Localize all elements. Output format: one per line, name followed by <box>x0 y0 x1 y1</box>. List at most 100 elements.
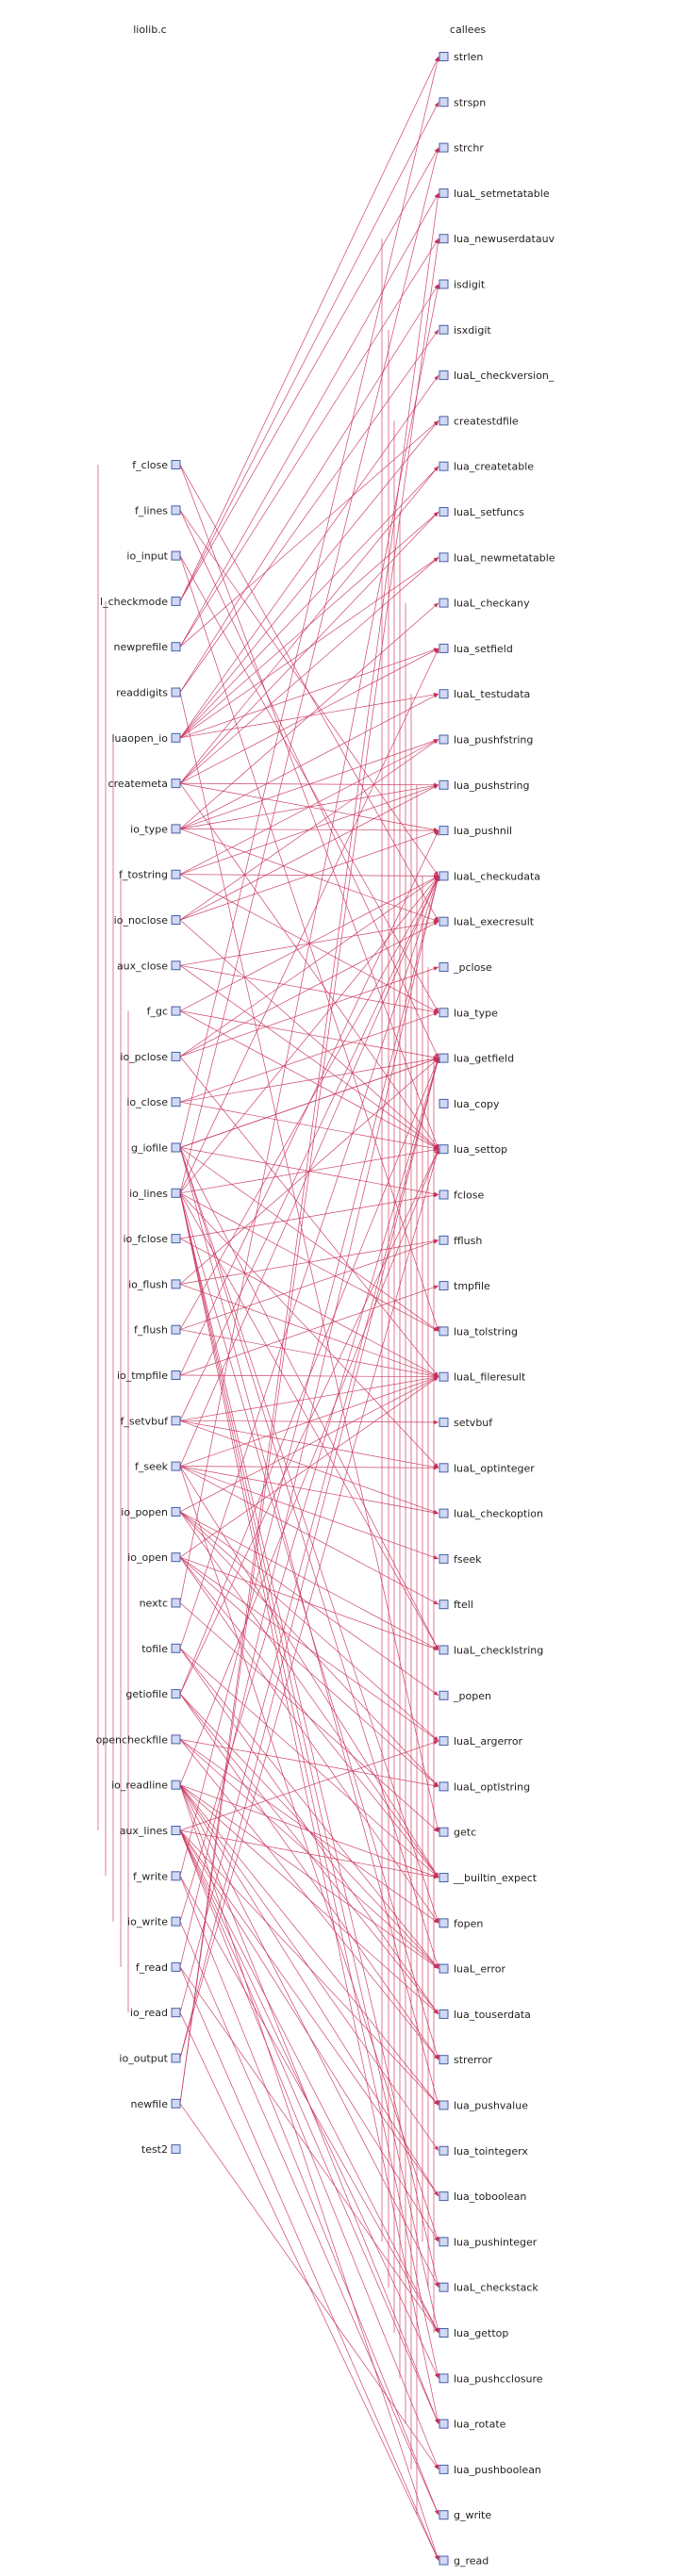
caller-node-box[interactable] <box>171 1188 181 1198</box>
caller-node-box[interactable] <box>171 869 181 879</box>
callee-node-lua-settop[interactable]: lua_settop <box>439 1143 507 1156</box>
callee-node-lual-checklstring[interactable]: luaL_checklstring <box>439 1645 543 1657</box>
caller-node-box[interactable] <box>171 1780 181 1790</box>
caller-node-box[interactable] <box>171 1279 181 1289</box>
caller-node-box[interactable] <box>171 505 181 516</box>
callee-node-box[interactable] <box>439 2055 449 2065</box>
caller-node-box[interactable] <box>171 2008 181 2018</box>
callee-node-box[interactable] <box>439 1553 449 1564</box>
callee-node-box[interactable] <box>439 871 449 881</box>
caller-node-aux-lines[interactable]: aux_lines <box>120 1825 181 1837</box>
caller-node-io-type[interactable]: io_type <box>130 823 181 835</box>
caller-node-box[interactable] <box>171 732 181 743</box>
callee-node-box[interactable] <box>439 2100 449 2110</box>
callee-node-box[interactable] <box>439 507 449 517</box>
callee-node-box[interactable] <box>439 734 449 745</box>
callee-node-box[interactable] <box>439 324 449 335</box>
callee-node-box[interactable] <box>439 142 449 153</box>
caller-node-io-open[interactable]: io_open <box>127 1551 181 1564</box>
caller-node-f-read[interactable]: f_read <box>136 1961 181 1974</box>
callee-node-strlen[interactable]: strlen <box>439 51 483 63</box>
callee-node-getc[interactable]: getc <box>439 1827 476 1839</box>
callee-node-lual-optlstring[interactable]: luaL_optlstring <box>439 1780 530 1793</box>
callee-node-box[interactable] <box>439 1690 449 1700</box>
callee-node-box[interactable] <box>439 1918 449 1928</box>
callee-node-lual-newmetatable[interactable]: luaL_newmetatable <box>439 551 555 564</box>
caller-node-box[interactable] <box>171 1097 181 1108</box>
callee-node-lual-checkoption[interactable]: luaL_checkoption <box>439 1508 543 1520</box>
caller-node-io-write[interactable]: io_write <box>127 1916 181 1928</box>
caller-node-luaopen-io[interactable]: luaopen_io <box>111 732 181 745</box>
caller-node-box[interactable] <box>171 1461 181 1471</box>
callee-node-strspn[interactable]: strspn <box>439 96 486 108</box>
caller-node-box[interactable] <box>171 1916 181 1927</box>
callee-node-box[interactable] <box>439 1600 449 1610</box>
callee-node-fopen[interactable]: fopen <box>439 1917 483 1929</box>
caller-node-box[interactable] <box>171 1734 181 1745</box>
callee-node-setvbuf[interactable]: setvbuf <box>439 1417 493 1429</box>
callee-node-lua-createtable[interactable]: lua_createtable <box>439 461 534 473</box>
callee-node-box[interactable] <box>439 2145 449 2156</box>
callee-node-box[interactable] <box>439 916 449 927</box>
callee-node-lua-copy[interactable]: lua_copy <box>439 1098 500 1110</box>
callee-node-fseek[interactable]: fseek <box>439 1553 482 1566</box>
callee-node-box[interactable] <box>439 1144 449 1155</box>
caller-node-box[interactable] <box>171 915 181 925</box>
caller-node-box[interactable] <box>171 460 181 469</box>
callee-node-strerror[interactable]: strerror <box>439 2054 492 2066</box>
caller-node-io-close[interactable]: io_close <box>126 1096 181 1108</box>
caller-node-box[interactable] <box>171 687 181 697</box>
caller-node-f-write[interactable]: f_write <box>133 1870 181 1882</box>
caller-node-aux-close[interactable]: aux_close <box>117 960 181 972</box>
callee-node-box[interactable] <box>439 643 449 653</box>
caller-node-box[interactable] <box>171 824 181 834</box>
callee-node-box[interactable] <box>439 2373 449 2384</box>
callee-node-fclose[interactable]: fclose <box>439 1190 484 1202</box>
caller-node-io-popen[interactable]: io_popen <box>121 1506 181 1518</box>
caller-node-f-gc[interactable]: f_gc <box>147 1006 181 1018</box>
callee-node-isdigit[interactable]: isdigit <box>439 279 486 291</box>
caller-node-box[interactable] <box>171 1506 181 1517</box>
callee-node-box[interactable] <box>439 1963 449 1974</box>
caller-node-io-tmpfile[interactable]: io_tmpfile <box>117 1370 181 1382</box>
callee-node-box[interactable] <box>439 598 449 608</box>
callee-node-lua-rotate[interactable]: lua_rotate <box>439 2419 506 2431</box>
caller-node-box[interactable] <box>171 1871 181 1881</box>
caller-node-io-lines[interactable]: io_lines <box>129 1188 181 1200</box>
callee-node-box[interactable] <box>439 1418 449 1427</box>
callee-node-isxdigit[interactable]: isxdigit <box>439 324 491 336</box>
caller-node-box[interactable] <box>171 1234 181 1244</box>
callee-node-box[interactable] <box>439 1736 449 1747</box>
caller-node-box[interactable] <box>171 2098 181 2108</box>
callee-node-lual-checkstack[interactable]: luaL_checkstack <box>439 2282 538 2294</box>
callee-node-tmpfile[interactable]: tmpfile <box>439 1280 490 1292</box>
callee-node-strchr[interactable]: strchr <box>439 142 484 155</box>
caller-node-box[interactable] <box>171 2144 181 2155</box>
callee-node-lual-setfuncs[interactable]: luaL_setfuncs <box>439 506 524 518</box>
caller-node-test2[interactable]: test2 <box>141 2143 181 2156</box>
caller-node-nextc[interactable]: nextc <box>140 1598 181 1610</box>
caller-node-io-read[interactable]: io_read <box>130 2007 181 2019</box>
caller-node-opencheckfile[interactable]: opencheckfile <box>96 1733 181 1746</box>
callee-node-box[interactable] <box>439 2328 449 2338</box>
callee-node-box[interactable] <box>439 2282 449 2292</box>
callee-node-box[interactable] <box>439 1008 449 1018</box>
callee-node-pclose[interactable]: _pclose <box>439 961 492 974</box>
callee-node-lua-newuserdatauv[interactable]: lua_newuserdatauv <box>439 233 555 245</box>
callee-node-lual-checkany[interactable]: luaL_checkany <box>439 598 530 610</box>
caller-node-box[interactable] <box>171 1051 181 1061</box>
callee-node-box[interactable] <box>439 826 449 836</box>
callee-node-box[interactable] <box>439 2510 449 2520</box>
callee-node-lua-pushnil[interactable]: lua_pushnil <box>439 825 512 837</box>
callee-node-box[interactable] <box>439 1281 449 1291</box>
callee-node-lua-touserdata[interactable]: lua_touserdata <box>439 2009 531 2021</box>
callee-node-box[interactable] <box>439 416 449 426</box>
callee-node-box[interactable] <box>439 461 449 471</box>
callee-node-box[interactable] <box>439 97 449 107</box>
callee-node-box[interactable] <box>439 370 449 381</box>
callee-node-box[interactable] <box>439 2191 449 2202</box>
caller-node-box[interactable] <box>171 779 181 789</box>
caller-node-io-noclose[interactable]: io_noclose <box>114 914 181 927</box>
caller-node-box[interactable] <box>171 1552 181 1563</box>
callee-node-box[interactable] <box>439 2009 449 2019</box>
